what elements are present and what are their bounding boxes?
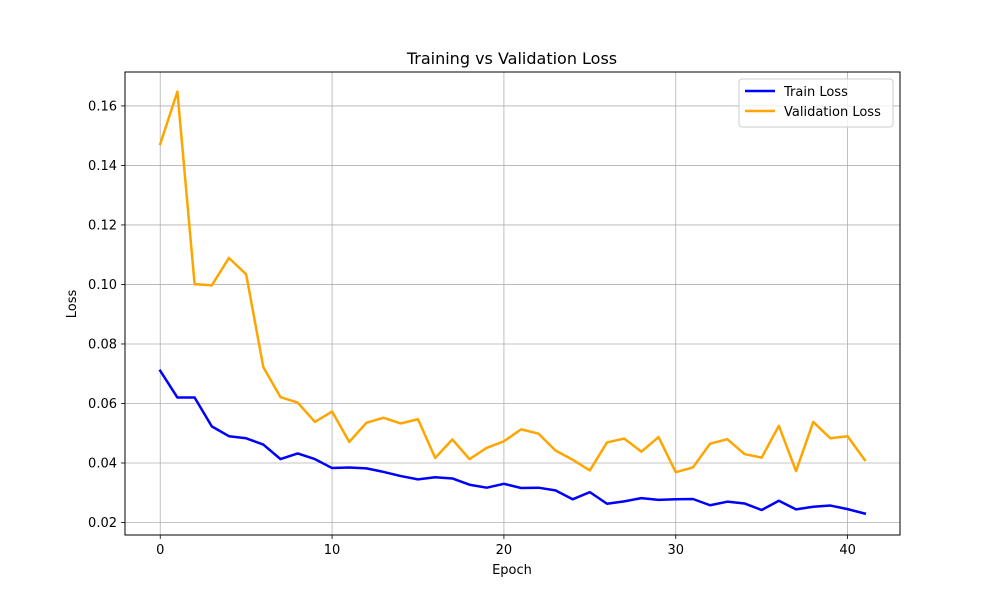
x-ticks: 0 10 20 30 40: [156, 535, 856, 558]
x-tick-label: 40: [839, 543, 856, 558]
y-tick-label: 0.12: [88, 218, 117, 233]
y-axis-label: Loss: [65, 290, 80, 319]
grid: [125, 72, 900, 535]
x-tick-label: 30: [667, 543, 684, 558]
chart-title: Training vs Validation Loss: [406, 49, 617, 68]
legend-label-train: Train Loss: [783, 85, 848, 100]
y-tick-label: 0.02: [88, 516, 117, 531]
y-tick-label: 0.14: [88, 159, 117, 174]
y-tick-label: 0.08: [88, 337, 117, 352]
y-tick-label: 0.04: [88, 456, 117, 471]
legend-box: [738, 78, 894, 128]
legend: Train Loss Validation Loss: [738, 78, 894, 128]
x-axis-label: Epoch: [492, 563, 532, 578]
legend-label-validation: Validation Loss: [784, 105, 881, 120]
y-ticks: 0.02 0.04 0.06 0.08 0.10 0.12 0.14 0.16: [88, 99, 125, 531]
series-line-validation: [158, 90, 867, 474]
x-tick-label: 20: [496, 543, 513, 558]
y-tick-label: 0.16: [88, 99, 117, 114]
plot-frame: [124, 71, 901, 536]
x-tick-label: 10: [324, 543, 341, 558]
y-tick-label: 0.06: [88, 397, 117, 412]
x-tick-label: 0: [156, 543, 164, 558]
series-layer: [158, 90, 867, 516]
series-line-train: [158, 369, 867, 516]
y-tick-label: 0.10: [88, 278, 117, 293]
